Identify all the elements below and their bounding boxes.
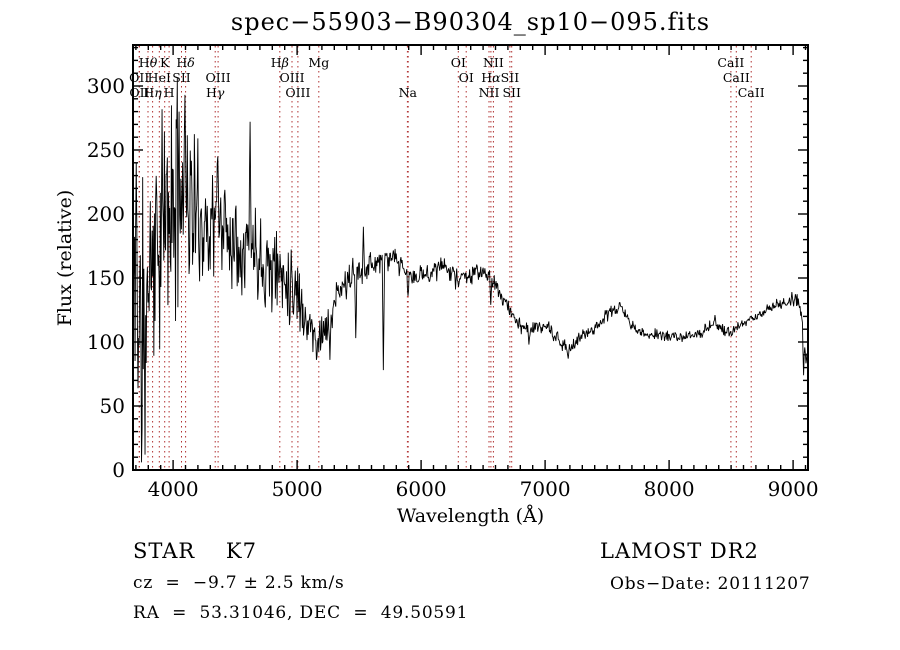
svg-text:Hβ: Hβ <box>271 55 289 70</box>
y-axis-label: Flux (relative) <box>54 189 76 327</box>
x-tick-labels: 4000 5000 6000 7000 8000 9000 <box>148 477 819 501</box>
svg-text:5000: 5000 <box>272 477 323 501</box>
svg-text:OIII: OIII <box>285 85 310 100</box>
svg-text:CaII: CaII <box>723 70 750 85</box>
obs-date-text: Obs−Date: 20111207 <box>610 574 811 594</box>
svg-text:OIII: OIII <box>279 70 304 85</box>
svg-text:NII: NII <box>479 85 500 100</box>
svg-text:SII: SII <box>172 70 191 85</box>
object-class-text: STAR K7 <box>133 539 257 563</box>
svg-text:OI: OI <box>451 55 466 70</box>
svg-text:8000: 8000 <box>644 477 695 501</box>
survey-text: LAMOST DR2 <box>600 539 759 563</box>
svg-text:H: H <box>164 85 175 100</box>
svg-text:50: 50 <box>100 394 125 418</box>
svg-text:6000: 6000 <box>396 477 447 501</box>
svg-text:200: 200 <box>87 202 125 226</box>
svg-text:NII: NII <box>483 55 504 70</box>
svg-text:OII: OII <box>129 70 149 85</box>
svg-text:OII: OII <box>129 85 149 100</box>
svg-text:300: 300 <box>87 74 125 98</box>
axis-ticks <box>133 45 808 470</box>
svg-text:0: 0 <box>112 458 125 482</box>
svg-text:250: 250 <box>87 138 125 162</box>
svg-text:HeI: HeI <box>148 70 171 85</box>
svg-text:4000: 4000 <box>148 477 199 501</box>
svg-text:K: K <box>160 55 170 70</box>
x-axis-label: Wavelength (Å) <box>396 505 545 527</box>
svg-text:CaII: CaII <box>717 55 744 70</box>
y-tick-labels: 0 50 100 150 200 250 300 <box>87 74 125 482</box>
cz-text: cz = −9.7 ± 2.5 km/s <box>133 573 345 593</box>
svg-text:Hδ: Hδ <box>176 55 194 70</box>
svg-text:CaII: CaII <box>738 85 765 100</box>
svg-text:SII: SII <box>502 85 521 100</box>
svg-text:Hα: Hα <box>481 70 501 85</box>
svg-text:7000: 7000 <box>520 477 571 501</box>
svg-text:Hγ: Hγ <box>206 85 225 100</box>
svg-text:SII: SII <box>501 70 520 85</box>
svg-text:Na: Na <box>399 85 418 100</box>
plot-title: spec−55903−B90304_sp10−095.fits <box>230 8 711 36</box>
svg-text:Mg: Mg <box>308 55 329 70</box>
svg-text:OIII: OIII <box>206 70 231 85</box>
svg-text:150: 150 <box>87 266 125 290</box>
svg-text:100: 100 <box>87 330 125 354</box>
svg-text:Hθ: Hθ <box>139 55 158 70</box>
svg-text:9000: 9000 <box>768 477 819 501</box>
ra-dec-text: RA = 53.31046, DEC = 49.50591 <box>133 603 469 623</box>
spectrum-trace <box>133 78 808 463</box>
line-markers <box>138 46 752 469</box>
svg-text:Hη: Hη <box>143 85 162 100</box>
svg-text:OI: OI <box>459 70 474 85</box>
